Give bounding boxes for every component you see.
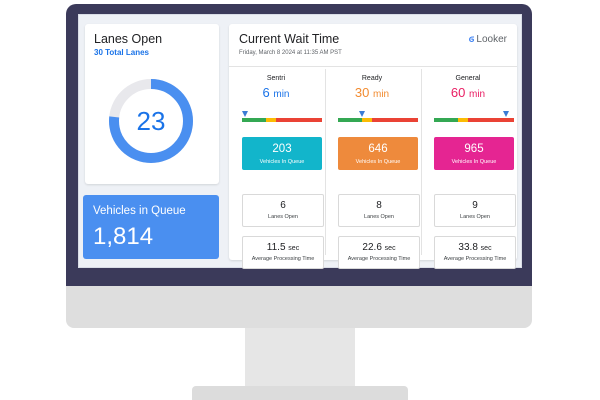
lane-type-name: Sentri — [266, 75, 286, 82]
wait-time-value: 30 min — [325, 85, 419, 100]
wait-minutes: 6 — [262, 85, 270, 100]
monitor-chin — [66, 286, 532, 328]
wait-minutes: 60 — [450, 85, 466, 100]
wait-scale-bar — [338, 118, 418, 122]
scale-red — [371, 118, 418, 122]
lanes-open-label: Lanes Open — [268, 214, 298, 220]
lane-column-general: General 60 min 965 Vehicles In Queue 9 L… — [421, 69, 516, 269]
wait-marker-icon — [503, 111, 509, 117]
wait-unit: min — [273, 89, 290, 100]
queue-label: Vehicles In Queue — [259, 159, 305, 165]
processing-time-tile[interactable]: 11.5 sec Average Processing Time — [242, 236, 324, 269]
wait-marker-icon — [242, 111, 248, 117]
processing-time-value: 22.6 sec — [339, 242, 419, 253]
lanes-open-label: Lanes Open — [364, 214, 394, 220]
lane-column-sentri: Sentri 6 min 203 Vehicles In Queue 6 Lan… — [229, 69, 324, 269]
looker-logo-text: Looker — [476, 34, 507, 45]
processing-time-tile[interactable]: 33.8 sec Average Processing Time — [434, 236, 516, 269]
queue-tile[interactable]: 646 Vehicles In Queue — [338, 137, 418, 170]
scale-green — [242, 118, 266, 122]
queue-tile[interactable]: 203 Vehicles In Queue — [242, 137, 322, 170]
scale-red — [467, 118, 514, 122]
wait-unit: min — [468, 89, 486, 100]
column-divider — [325, 69, 326, 255]
processing-time-tile[interactable]: 22.6 sec Average Processing Time — [338, 236, 420, 269]
scale-yellow — [362, 118, 372, 122]
lanes-open-title: Lanes Open — [94, 32, 163, 46]
processing-seconds: 22.6 — [362, 242, 382, 253]
monitor-stand-base — [192, 386, 408, 400]
lanes-open-count: 6 — [280, 200, 286, 211]
processing-time-value: 33.8 sec — [435, 242, 515, 253]
wait-unit: min — [372, 89, 390, 100]
scale-yellow — [266, 118, 276, 122]
processing-seconds: 11.5 — [266, 242, 286, 253]
scale-green — [434, 118, 458, 122]
queue-count: 646 — [368, 143, 388, 155]
lanes-open-tile[interactable]: 8 Lanes Open — [338, 194, 420, 227]
lanes-open-count: 9 — [472, 200, 478, 211]
lane-column-ready: Ready 30 min 646 Vehicles In Queue 8 Lan… — [325, 69, 420, 269]
processing-time-label: Average Processing Time — [251, 256, 315, 262]
column-divider — [421, 69, 422, 255]
wait-time-date: Friday, March 8 2024 at 11:35 AM PST — [239, 50, 342, 56]
processing-unit: sec — [480, 245, 492, 252]
processing-unit: sec — [384, 245, 396, 252]
lanes-open-tile[interactable]: 9 Lanes Open — [434, 194, 516, 227]
queue-label: Vehicles In Queue — [355, 159, 401, 165]
looker-logo: ϭ Looker — [469, 34, 507, 45]
processing-unit: sec — [288, 245, 300, 252]
wait-marker-icon — [359, 111, 365, 117]
processing-time-value: 11.5 sec — [243, 242, 323, 253]
wait-minutes: 30 — [354, 85, 370, 100]
gauge-arc — [109, 79, 193, 163]
scale-yellow — [458, 118, 468, 122]
panel-divider — [229, 66, 517, 67]
lanes-open-count: 8 — [376, 200, 382, 211]
wait-time-panel[interactable]: Current Wait Time Friday, March 8 2024 a… — [229, 24, 517, 269]
lanes-open-gauge — [109, 79, 193, 163]
vehicles-in-queue-value: 1,814 — [93, 223, 154, 250]
wait-time-value: 60 min — [421, 85, 515, 100]
queue-count: 203 — [272, 143, 292, 155]
lane-type-name: General — [455, 75, 481, 82]
lanes-open-value: 23 — [136, 106, 166, 136]
lanes-open-tile[interactable]: 6 Lanes Open — [242, 194, 324, 227]
lanes-open-card[interactable]: Lanes Open 30 Total Lanes 23 — [85, 24, 219, 184]
wait-time-title: Current Wait Time — [239, 32, 340, 46]
processing-time-label: Average Processing Time — [347, 256, 411, 262]
vehicles-in-queue-title: Vehicles in Queue — [93, 205, 186, 217]
wait-time-value: 6 min — [229, 85, 323, 100]
wait-scale-bar — [434, 118, 514, 122]
wait-scale-bar — [242, 118, 322, 122]
queue-tile[interactable]: 965 Vehicles In Queue — [434, 137, 514, 170]
queue-count: 965 — [464, 143, 484, 155]
processing-time-label: Average Processing Time — [443, 256, 507, 262]
scale-green — [338, 118, 362, 122]
lane-type-name: Ready — [361, 75, 383, 82]
looker-logo-icon: ϭ — [468, 34, 475, 45]
scale-red — [275, 118, 322, 122]
dashboard-screen: Lanes Open 30 Total Lanes 23 Vehicles in… — [78, 14, 522, 269]
vehicles-in-queue-card[interactable]: Vehicles in Queue 1,814 — [83, 195, 219, 259]
monitor-stand-neck — [245, 328, 355, 386]
queue-label: Vehicles In Queue — [451, 159, 497, 165]
processing-seconds: 33.8 — [458, 242, 478, 253]
lanes-open-label: Lanes Open — [460, 214, 490, 220]
total-lanes-subtitle: 30 Total Lanes — [94, 48, 149, 57]
